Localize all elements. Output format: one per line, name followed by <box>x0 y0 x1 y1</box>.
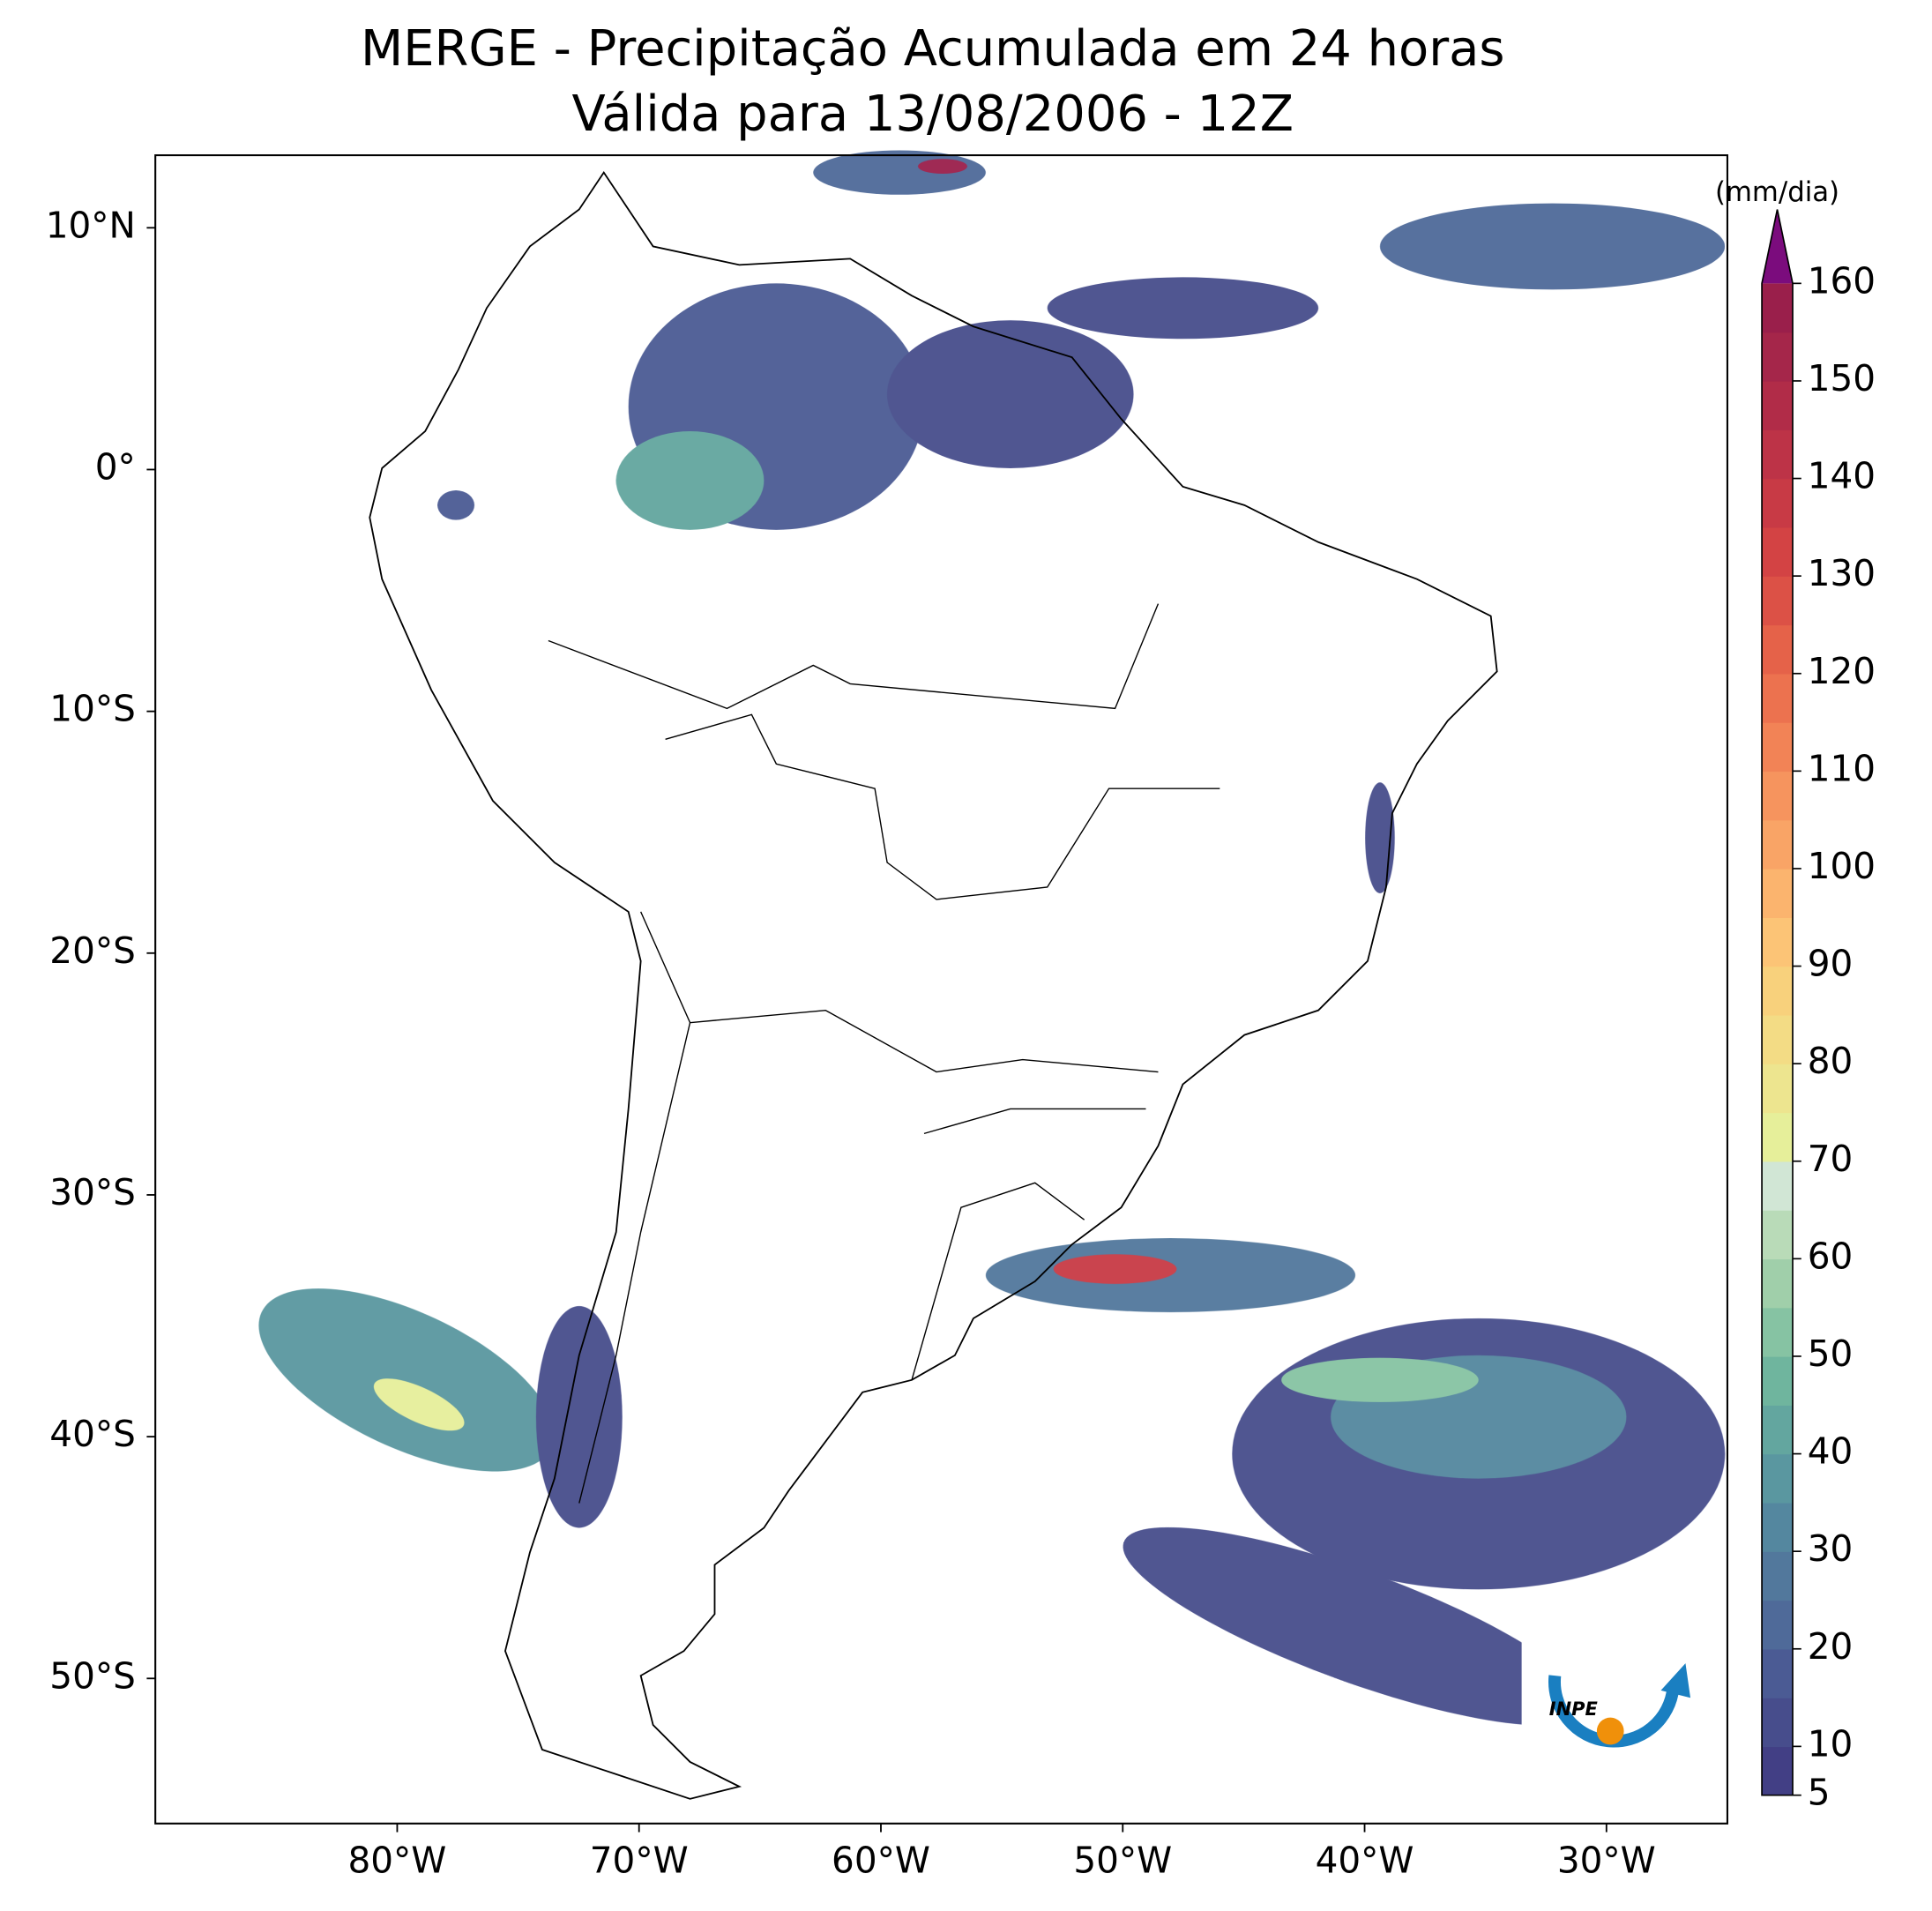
colorbar-outline <box>1761 209 1794 1796</box>
colorbar-bin <box>1762 1698 1793 1748</box>
colorbar-bin <box>1762 1746 1793 1796</box>
colorbar-bin <box>1762 1307 1793 1357</box>
logo-dot <box>1596 1717 1624 1745</box>
colorbar-label: (mm/dia) <box>1715 176 1839 208</box>
colorbar-tick-label: 140 <box>1808 455 1876 497</box>
colorbar-tick-label: 100 <box>1808 845 1876 887</box>
colorbar-tick-label: 5 <box>1808 1772 1831 1814</box>
x-tick-label: 50°W <box>1073 1840 1172 1882</box>
colorbar-extension <box>1762 209 1793 284</box>
colorbar: 5 10 20 30 40 50 60 70 80 90 100 110 120 130 140 150 160… <box>1715 176 1876 1814</box>
colorbar-bin <box>1762 673 1793 723</box>
colorbar-bin <box>1762 380 1793 430</box>
y-tick-label: 10°S <box>49 688 136 730</box>
colorbar-bin <box>1762 819 1793 870</box>
colorbar-bin <box>1762 1551 1793 1601</box>
colorbar-bin <box>1762 332 1793 382</box>
colorbar-tick-label: 130 <box>1808 552 1876 594</box>
colorbar-tick-label: 20 <box>1808 1625 1854 1668</box>
colorbar-bin <box>1762 1161 1793 1211</box>
colorbar-tick-label: 60 <box>1808 1235 1854 1277</box>
coastline <box>369 170 1498 1800</box>
colorbar-tick-label: 30 <box>1808 1527 1854 1570</box>
colorbar-bin <box>1762 868 1793 918</box>
colorbar-tick-label: 150 <box>1808 357 1876 399</box>
colorbar-tick-label: 110 <box>1808 747 1876 789</box>
colorbar-tick-label: 70 <box>1808 1138 1854 1180</box>
map-frame <box>154 153 1728 1825</box>
colorbar-bin <box>1762 1648 1793 1698</box>
colorbar-bin <box>1762 1064 1793 1114</box>
colorbar-tick-label: 50 <box>1808 1332 1854 1375</box>
colorbar-tick-label: 10 <box>1808 1722 1854 1765</box>
y-tick-label: 20°S <box>49 929 136 972</box>
precipitation-field <box>258 150 1726 1726</box>
y-tick-label: 0° <box>95 445 136 488</box>
colorbar-bin <box>1762 917 1793 967</box>
colorbar-bin <box>1762 1258 1793 1309</box>
axis-ticks: 80°W 70°W 60°W 50°W 40°W 30°W 10°N 0° 10°S 20°S 30… <box>46 204 1656 1881</box>
colorbar-bin <box>1762 722 1793 773</box>
y-tick-label: 50°S <box>49 1654 136 1697</box>
y-tick-label: 30°S <box>49 1171 136 1213</box>
colorbar-tick-label: 160 <box>1808 259 1876 302</box>
colorbar-bin <box>1762 1502 1793 1552</box>
logo-arrow <box>1660 1663 1691 1698</box>
colorbar-bin <box>1762 478 1793 528</box>
x-tick-label: 60°W <box>832 1840 930 1882</box>
subtitle: Válida para 13/08/2006 - 12Z <box>572 86 1294 143</box>
colorbar-tick-label: 40 <box>1808 1430 1854 1473</box>
x-tick-label: 30°W <box>1557 1840 1656 1882</box>
logo-text: INPE <box>1549 1698 1599 1720</box>
colorbar-bin <box>1762 1014 1793 1064</box>
borders <box>548 603 1220 1504</box>
colorbar-bin <box>1762 1355 1793 1406</box>
y-tick-label: 40°S <box>49 1413 136 1455</box>
colorbar-bin <box>1762 576 1793 626</box>
colorbar-bin <box>1762 283 1793 333</box>
colorbar-bin <box>1762 1600 1793 1650</box>
x-tick-label: 40°W <box>1316 1840 1414 1882</box>
colorbar-tick-label: 80 <box>1808 1040 1854 1082</box>
colorbar-bin <box>1762 771 1793 821</box>
colorbar-bin <box>1762 624 1793 675</box>
y-tick-label: 10°N <box>46 204 136 246</box>
map-area: INPE <box>154 150 1728 1825</box>
x-tick-label: 70°W <box>590 1840 689 1882</box>
colorbar-bin <box>1762 1405 1793 1455</box>
colorbar-bin <box>1762 429 1793 480</box>
colorbar-bin <box>1762 1453 1793 1504</box>
x-tick-label: 80°W <box>348 1840 447 1882</box>
colorbar-bin <box>1762 966 1793 1016</box>
colorbar-bin <box>1762 526 1793 577</box>
title: MERGE - Precipitação Acumulada em 24 hor… <box>361 20 1505 78</box>
colorbar-tick-label: 90 <box>1808 943 1854 985</box>
colorbar-tick-label: 120 <box>1808 650 1876 692</box>
colorbar-bin <box>1762 1112 1793 1162</box>
colorbar-bin <box>1762 1210 1793 1260</box>
